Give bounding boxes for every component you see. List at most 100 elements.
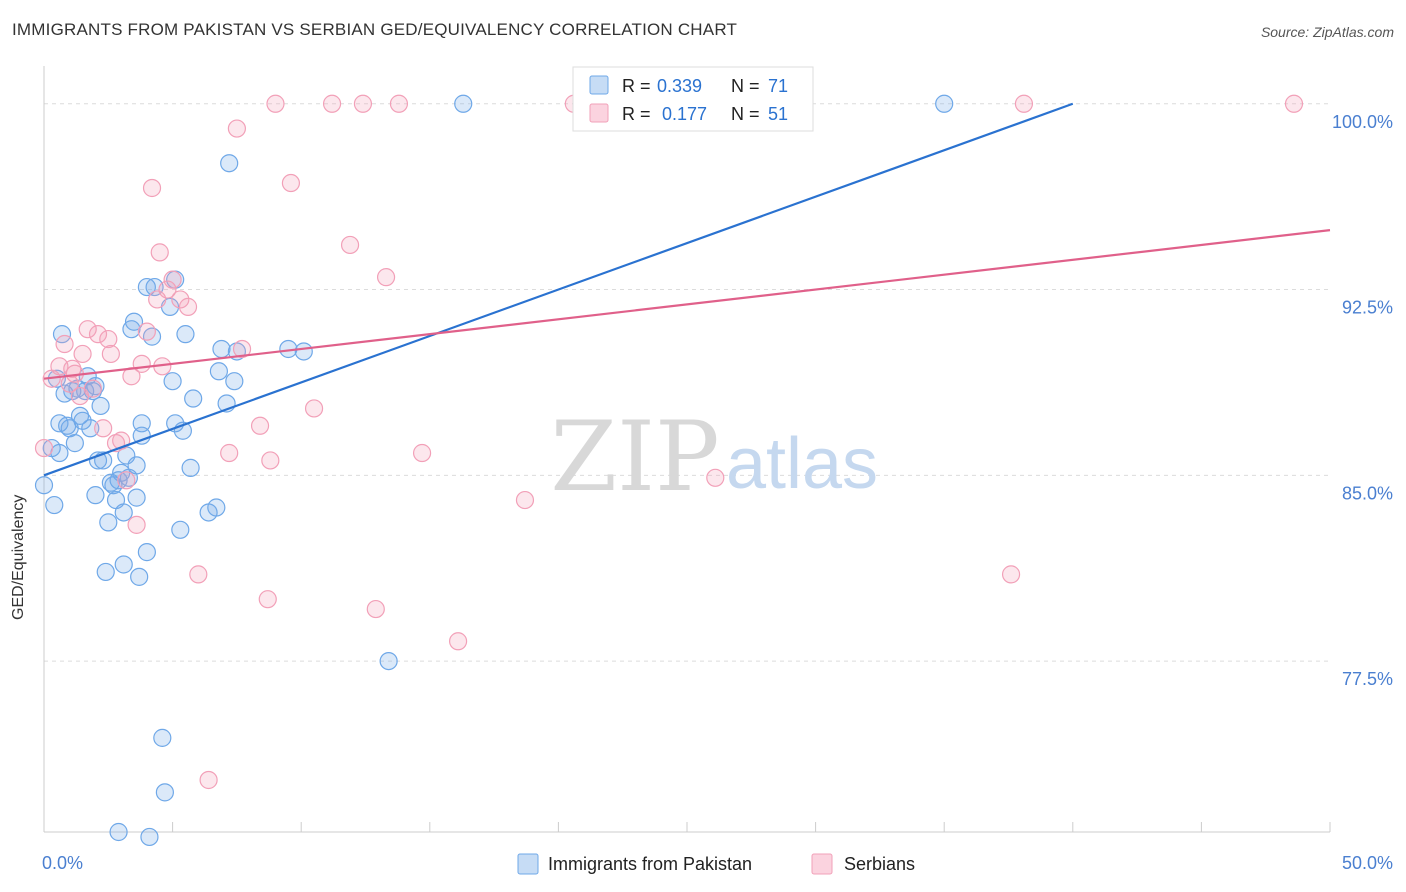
- serbians-point-35: [250, 416, 270, 435]
- pakistan-point-71: [935, 94, 954, 113]
- serbians-point-53: [1014, 94, 1034, 113]
- chart-title: IMMIGRANTS FROM PAKISTAN VS SERBIAN GED/…: [12, 20, 738, 39]
- serbians-point-11: [88, 325, 108, 344]
- pakistan-point-11: [65, 434, 84, 453]
- serbians-point-12: [94, 419, 113, 438]
- serbians-point-42: [340, 235, 360, 255]
- stats-swatch-pakistan: [589, 75, 609, 95]
- serbians-point-33: [227, 119, 246, 138]
- pakistan-point-41: [132, 414, 151, 433]
- pakistan-point-14: [73, 411, 92, 430]
- series-serbians-points: [34, 94, 1304, 790]
- watermark-atlas: atlas: [726, 424, 878, 504]
- serbians-point-24: [150, 243, 169, 262]
- series-pakistan-points: [34, 94, 954, 847]
- pakistan-point-54: [171, 520, 190, 539]
- pakistan-point-49: [155, 783, 174, 802]
- pakistan-point-70: [454, 94, 473, 113]
- legend-label-serbians: Serbians: [844, 854, 915, 874]
- legend-label-pakistan: Immigrants from Pakistan: [548, 854, 752, 874]
- serbians-point-44: [366, 599, 385, 619]
- stats-n-value-pakistan: 71: [768, 76, 788, 96]
- pakistan-point-24: [96, 562, 115, 582]
- pakistan-point-64: [220, 154, 239, 173]
- series-legend: Immigrants from Pakistan Serbians: [517, 853, 915, 875]
- serbians-point-49: [515, 490, 535, 510]
- serbians-point-8: [73, 344, 92, 364]
- serbians-point-22: [142, 178, 162, 198]
- serbians-point-40: [304, 399, 324, 418]
- pakistan-trend-line: [43, 102, 1074, 477]
- pakistan-point-36: [122, 320, 141, 339]
- pakistan-point-0: [34, 476, 54, 495]
- pakistan-point-60: [207, 498, 226, 517]
- pakistan-point-33: [114, 555, 133, 574]
- serbians-point-51: [706, 468, 725, 487]
- serbians-point-13: [99, 329, 118, 349]
- pakistan-point-5: [50, 443, 69, 463]
- serbians-point-26: [158, 280, 177, 299]
- pakistan-point-62: [212, 339, 231, 359]
- pakistan-point-45: [140, 827, 159, 847]
- serbians-point-14: [101, 344, 120, 364]
- pakistan-point-68: [294, 342, 313, 361]
- serbians-point-43: [353, 94, 373, 113]
- y-tick-label-2: 92.5%: [1342, 298, 1393, 318]
- serbians-point-38: [266, 94, 285, 113]
- serbians-point-46: [389, 94, 409, 113]
- y-tick-label-1: 85.0%: [1342, 483, 1393, 503]
- serbians-point-52: [1001, 565, 1021, 584]
- pakistan-point-22: [91, 396, 110, 416]
- pakistan-point-17: [81, 419, 100, 438]
- pakistan-point-19: [86, 377, 105, 396]
- serbians-point-28: [171, 290, 190, 309]
- stats-legend: R = 0.339 N = 71 R = 0.177 N = 51: [572, 66, 814, 132]
- pakistan-point-48: [153, 728, 172, 747]
- pakistan-point-65: [225, 372, 244, 391]
- pakistan-point-30: [109, 822, 128, 842]
- pakistan-point-37: [124, 312, 144, 331]
- serbians-point-31: [199, 770, 218, 790]
- serbians-point-20: [132, 354, 151, 373]
- pakistan-point-57: [181, 458, 200, 477]
- stats-n-label-serbians: N =: [731, 104, 760, 124]
- stats-n-label-pakistan: N =: [731, 76, 760, 96]
- pakistan-point-38: [127, 488, 146, 507]
- watermark: ZIP atlas: [550, 401, 878, 513]
- serbians-point-0: [34, 438, 54, 458]
- stats-r-value-pakistan: 0.339: [657, 76, 702, 96]
- stats-r-label-serbians: R =: [622, 104, 651, 124]
- serbians-trend-line: [43, 229, 1331, 380]
- serbians-point-32: [220, 443, 239, 463]
- stats-swatch-serbians: [589, 103, 609, 123]
- y-tick-label-0: 77.5%: [1342, 669, 1393, 689]
- serbians-point-37: [261, 451, 280, 470]
- pakistan-point-42: [132, 426, 151, 445]
- stats-r-label-pakistan: R =: [622, 76, 651, 96]
- serbians-point-47: [412, 443, 432, 463]
- pakistan-point-20: [86, 486, 105, 505]
- legend-swatch-pakistan: [517, 853, 539, 875]
- pakistan-point-13: [70, 406, 90, 425]
- watermark-zip: ZIP: [550, 401, 719, 513]
- serbians-point-45: [376, 268, 396, 287]
- serbians-point-5: [63, 359, 82, 378]
- x-tick-label-1: 50.0%: [1342, 853, 1393, 873]
- pakistan-point-44: [137, 277, 156, 297]
- pakistan-point-58: [184, 389, 203, 408]
- pakistan-point-2: [45, 495, 64, 515]
- pakistan-point-43: [137, 543, 156, 562]
- pakistan-point-69: [379, 651, 398, 671]
- serbians-point-36: [258, 590, 277, 609]
- serbians-point-3: [55, 334, 74, 354]
- pakistan-point-56: [176, 325, 195, 344]
- pakistan-point-61: [209, 362, 228, 381]
- pakistan-point-25: [99, 513, 118, 532]
- serbians-point-9: [78, 320, 97, 339]
- y-tick-label-3: 100.0%: [1332, 112, 1393, 132]
- axes: [43, 66, 1331, 833]
- stats-n-value-serbians: 51: [768, 104, 788, 124]
- x-tick-label-0: 0.0%: [42, 853, 83, 873]
- pakistan-point-39: [127, 456, 146, 475]
